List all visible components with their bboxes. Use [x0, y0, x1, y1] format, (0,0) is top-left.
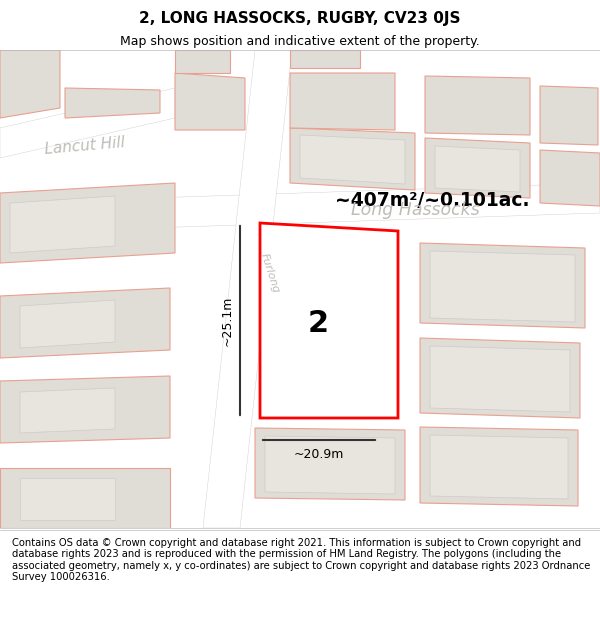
Polygon shape — [0, 50, 60, 118]
Text: ~20.9m: ~20.9m — [294, 448, 344, 461]
Text: 2, LONG HASSOCKS, RUGBY, CV23 0JS: 2, LONG HASSOCKS, RUGBY, CV23 0JS — [139, 11, 461, 26]
Polygon shape — [175, 73, 245, 130]
Text: Lancut Hill: Lancut Hill — [44, 135, 126, 157]
Polygon shape — [275, 237, 393, 403]
Polygon shape — [20, 300, 115, 348]
Polygon shape — [300, 135, 405, 184]
Polygon shape — [0, 468, 170, 528]
Polygon shape — [540, 86, 598, 145]
Polygon shape — [20, 478, 115, 520]
Polygon shape — [420, 338, 580, 418]
Polygon shape — [540, 150, 600, 206]
Polygon shape — [430, 346, 570, 412]
Polygon shape — [290, 50, 360, 68]
Polygon shape — [0, 376, 170, 443]
Polygon shape — [420, 243, 585, 328]
Text: 2: 2 — [307, 309, 329, 338]
Polygon shape — [290, 128, 415, 190]
Polygon shape — [20, 388, 115, 433]
Polygon shape — [425, 76, 530, 135]
Polygon shape — [0, 88, 175, 158]
Polygon shape — [265, 436, 395, 494]
Polygon shape — [255, 428, 405, 500]
Text: ~407m²/~0.101ac.: ~407m²/~0.101ac. — [335, 191, 530, 210]
Polygon shape — [0, 288, 170, 358]
Polygon shape — [65, 88, 160, 118]
Polygon shape — [425, 138, 530, 198]
Polygon shape — [430, 251, 575, 322]
Polygon shape — [290, 73, 395, 130]
Text: Long Hassocks: Long Hassocks — [350, 201, 479, 219]
Text: Map shows position and indicative extent of the property.: Map shows position and indicative extent… — [120, 35, 480, 48]
Text: Furlong: Furlong — [259, 252, 281, 294]
Polygon shape — [10, 196, 115, 253]
Polygon shape — [260, 223, 398, 418]
Text: ~25.1m: ~25.1m — [221, 295, 234, 346]
Polygon shape — [420, 427, 578, 506]
Polygon shape — [0, 183, 175, 263]
Polygon shape — [435, 146, 520, 192]
Text: Contains OS data © Crown copyright and database right 2021. This information is : Contains OS data © Crown copyright and d… — [12, 538, 590, 582]
Polygon shape — [0, 183, 600, 233]
Polygon shape — [175, 50, 230, 73]
Polygon shape — [430, 435, 568, 499]
Polygon shape — [203, 50, 292, 528]
